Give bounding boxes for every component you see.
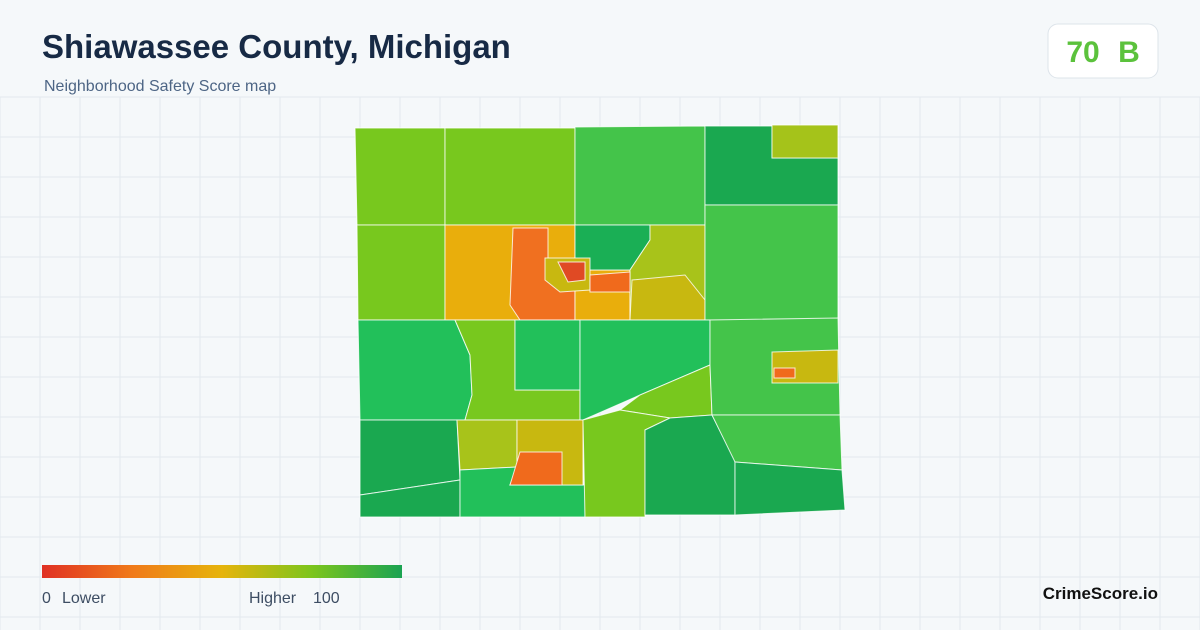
- map-region: [589, 271, 631, 293]
- map-region: [704, 204, 839, 321]
- score-value: 70: [1066, 36, 1099, 69]
- county-map: [354, 124, 846, 518]
- map-region: [574, 125, 706, 226]
- map-region: [444, 127, 576, 226]
- map-region: [456, 419, 518, 471]
- title: Shiawassee County, Michigan: [42, 28, 511, 65]
- map-region: [356, 224, 446, 321]
- score-grade: B: [1118, 36, 1140, 69]
- map-region: [557, 261, 586, 283]
- legend-min-label: Lower: [62, 590, 106, 607]
- map-region: [354, 127, 446, 226]
- map-region: [509, 451, 563, 486]
- map-region: [734, 461, 846, 516]
- map-region: [773, 367, 796, 379]
- subtitle: Neighborhood Safety Score map: [44, 78, 276, 95]
- legend-max-label: Higher: [249, 590, 297, 607]
- map-region: [771, 124, 839, 159]
- brand: CrimeScore.io: [1043, 584, 1158, 603]
- map-region: [514, 319, 581, 391]
- legend-max: 100: [313, 590, 340, 607]
- score-box: [1047, 23, 1159, 79]
- legend-min: 0: [42, 590, 51, 607]
- legend-gradient: [42, 565, 402, 578]
- map-region: [357, 319, 473, 421]
